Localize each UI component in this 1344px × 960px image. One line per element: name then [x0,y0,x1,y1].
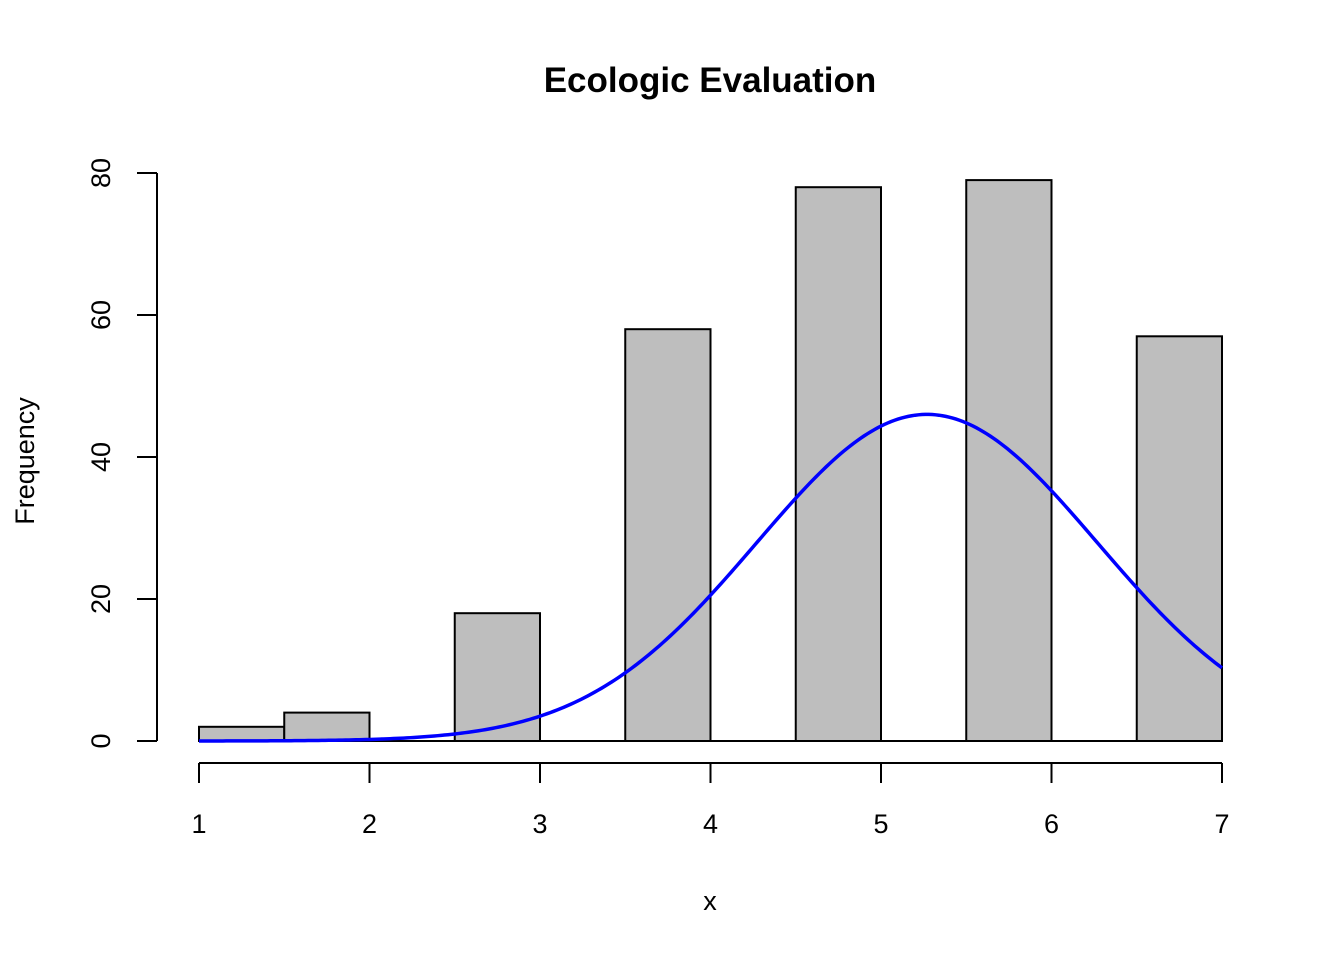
x-tick-label: 6 [1044,809,1059,839]
density-curve-group [199,412,1224,743]
histogram-bar-9 [965,179,1053,743]
histogram-bar-11 [1135,335,1223,742]
density-curve [199,412,1224,743]
histogram-bar-1 [283,711,371,742]
x-tick-label: 2 [362,809,377,839]
x-axis-label: x [703,886,717,916]
histogram-bar-5 [624,328,712,742]
y-axis: 0 20 40 60 80 [86,158,158,749]
y-tick-label: 60 [86,300,116,330]
y-tick-label: 40 [86,442,116,472]
y-tick-label: 20 [86,584,116,614]
x-tick-label: 4 [703,809,718,839]
x-tick-label: 1 [191,809,206,839]
x-tick-label: 3 [532,809,547,839]
y-axis-label: Frequency [10,397,40,525]
x-tick-label: 5 [873,809,888,839]
y-tick-label: 80 [86,158,116,188]
bars-group [198,179,1223,743]
x-tick-label: 7 [1214,809,1229,839]
x-axis: 1 2 3 4 5 6 7 [191,762,1230,839]
chart-title: Ecologic Evaluation [544,61,877,100]
histogram-bar-7 [794,186,882,742]
y-tick-label: 0 [86,733,116,748]
histogram-bar-0 [198,725,286,742]
